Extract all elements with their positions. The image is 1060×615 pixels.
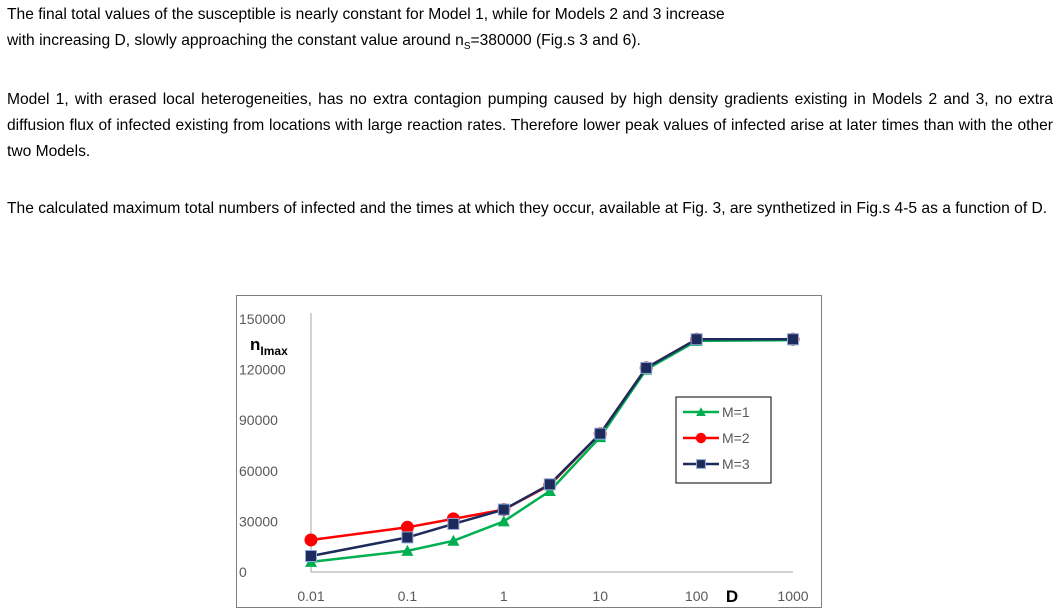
data-point: [497, 515, 510, 527]
data-point: [304, 533, 318, 547]
series-M=3: [305, 333, 799, 562]
y-tick-label: 30000: [239, 513, 278, 529]
y-tick-label: 60000: [239, 463, 278, 479]
data-point: [543, 485, 556, 497]
series-layer: [304, 332, 800, 567]
data-point: [305, 549, 317, 562]
y-tick-label: 150000: [239, 311, 286, 327]
y-axis-title: nImax: [250, 335, 288, 358]
paragraph-3: The calculated maximum total numbers of …: [7, 200, 1048, 217]
data-point: [447, 517, 460, 530]
figure-nimax-vs-d: 0 30000 60000 90000 120000 150000 0.01 0.1 1 10 1…: [236, 295, 822, 608]
legend-item-M=2: M=2: [683, 430, 750, 446]
legend-item-M=3: M=3: [683, 456, 750, 472]
legend-label: M=3: [722, 456, 750, 472]
y-tick-label: 120000: [239, 362, 286, 378]
x-tick-label: 1000: [777, 588, 808, 604]
paragraph-1-line-1: The final total values of the susceptibl…: [7, 6, 725, 23]
x-tick-label: 0.1: [398, 588, 418, 604]
data-point: [400, 520, 414, 534]
data-point: [401, 544, 414, 556]
x-axis-title: D: [726, 587, 738, 606]
data-point: [447, 534, 460, 546]
axis-titles: nImax D: [250, 335, 738, 606]
x-tick-label: 0.01: [297, 588, 324, 604]
legend-label: M=2: [722, 430, 750, 446]
paragraph-2: Model 1, with erased local heterogeneiti…: [7, 91, 1053, 160]
x-tick-label: 10: [592, 588, 608, 604]
data-point: [787, 333, 799, 346]
paragraph-1-line-2-start: with increasing D, slowly approaching th…: [7, 32, 464, 49]
paragraph-1-line-2-end: =380000 (Fig.s 3 and 6).: [470, 32, 641, 49]
legend-label: M=1: [722, 404, 750, 420]
legend-item-M=1: M=1: [683, 404, 750, 420]
data-point: [690, 333, 703, 346]
line-chart: 0 30000 60000 90000 120000 150000 0.01 0.1 1 10 1…: [236, 295, 822, 608]
data-point: [543, 478, 556, 491]
legend-marker: [696, 407, 706, 416]
subscript-s: S: [463, 41, 471, 53]
legend-marker: [695, 432, 707, 444]
legend-marker: [696, 459, 706, 469]
y-tick-label: 0: [239, 564, 247, 580]
data-point: [594, 427, 607, 440]
x-tick-label: 100: [685, 588, 709, 604]
data-point: [497, 503, 510, 516]
y-axis: 0 30000 60000 90000 120000 150000: [239, 311, 312, 580]
legend: M=1 M=2 M=3: [675, 396, 772, 484]
data-point: [640, 361, 653, 374]
x-axis: 0.01 0.1 1 10 100 1000: [297, 571, 809, 604]
x-tick-label: 1: [500, 588, 508, 604]
data-point: [401, 531, 414, 544]
paragraph-1: The final total values of the susceptibl…: [7, 2, 1053, 60]
y-tick-label: 90000: [239, 412, 278, 428]
